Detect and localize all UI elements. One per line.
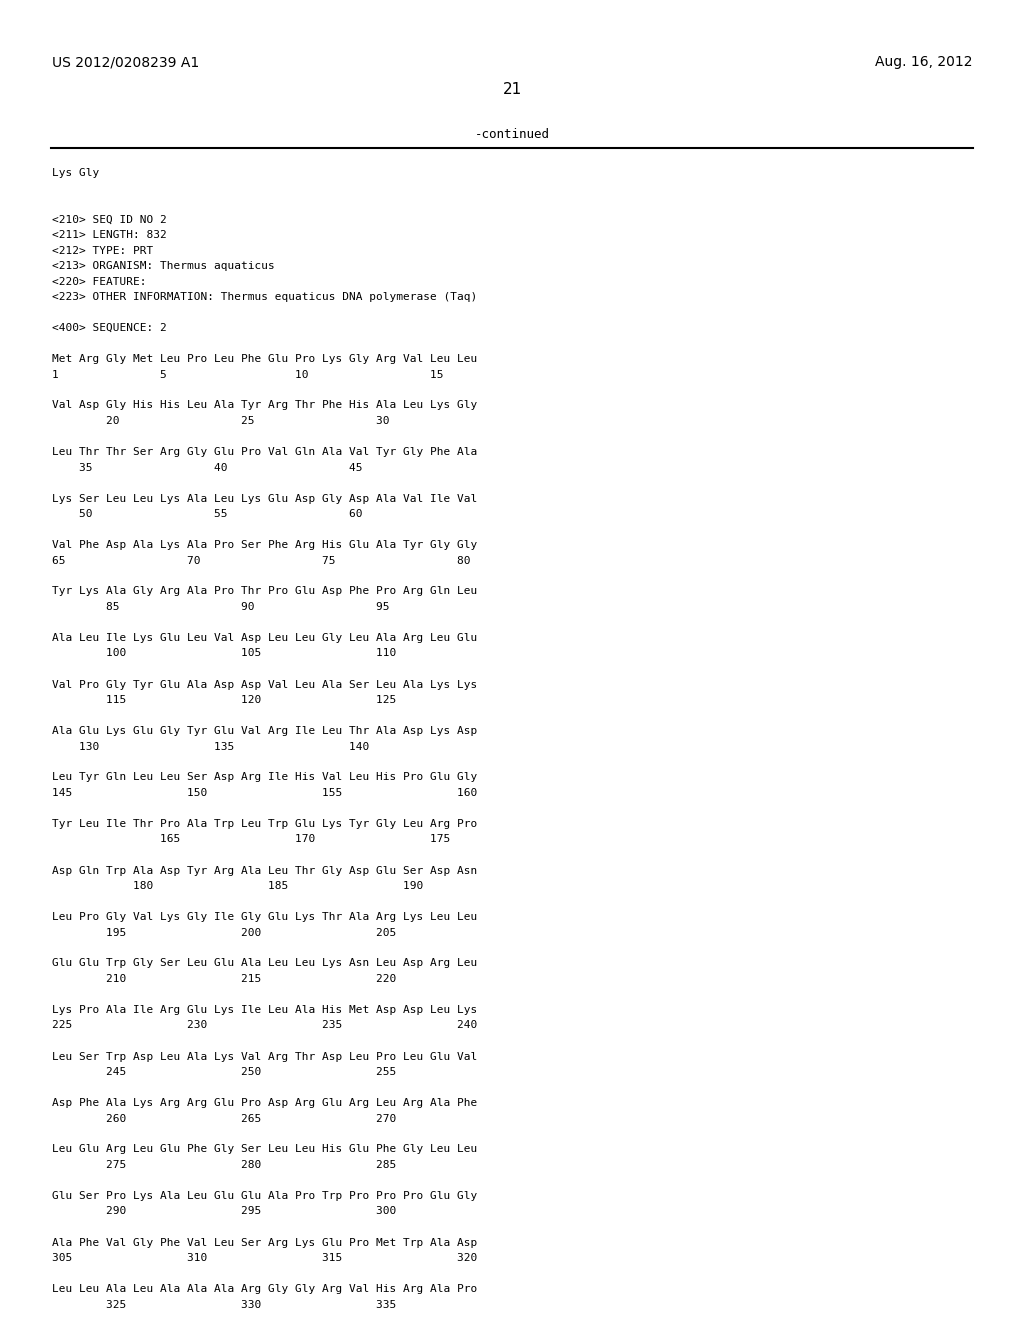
Text: 165                 170                 175: 165 170 175 — [52, 834, 451, 845]
Text: Val Pro Gly Tyr Glu Ala Asp Asp Val Leu Ala Ser Leu Ala Lys Lys: Val Pro Gly Tyr Glu Ala Asp Asp Val Leu … — [52, 680, 477, 689]
Text: 210                 215                 220: 210 215 220 — [52, 974, 396, 983]
Text: Met Arg Gly Met Leu Pro Leu Phe Glu Pro Lys Gly Arg Val Leu Leu: Met Arg Gly Met Leu Pro Leu Phe Glu Pro … — [52, 354, 477, 364]
Text: Leu Thr Thr Ser Arg Gly Glu Pro Val Gln Ala Val Tyr Gly Phe Ala: Leu Thr Thr Ser Arg Gly Glu Pro Val Gln … — [52, 447, 477, 457]
Text: <220> FEATURE:: <220> FEATURE: — [52, 276, 146, 286]
Text: 275                 280                 285: 275 280 285 — [52, 1160, 396, 1170]
Text: 100                 105                 110: 100 105 110 — [52, 648, 396, 659]
Text: 21: 21 — [503, 82, 521, 96]
Text: <223> OTHER INFORMATION: Thermus equaticus DNA polymerase (Taq): <223> OTHER INFORMATION: Thermus equatic… — [52, 292, 477, 302]
Text: 325                 330                 335: 325 330 335 — [52, 1299, 396, 1309]
Text: 65                  70                  75                  80: 65 70 75 80 — [52, 556, 470, 565]
Text: 35                  40                  45: 35 40 45 — [52, 462, 362, 473]
Text: 180                 185                 190: 180 185 190 — [52, 880, 423, 891]
Text: US 2012/0208239 A1: US 2012/0208239 A1 — [52, 55, 200, 69]
Text: 290                 295                 300: 290 295 300 — [52, 1206, 396, 1217]
Text: -continued: -continued — [474, 128, 550, 141]
Text: Asp Gln Trp Ala Asp Tyr Arg Ala Leu Thr Gly Asp Glu Ser Asp Asn: Asp Gln Trp Ala Asp Tyr Arg Ala Leu Thr … — [52, 866, 477, 875]
Text: Leu Ser Trp Asp Leu Ala Lys Val Arg Thr Asp Leu Pro Leu Glu Val: Leu Ser Trp Asp Leu Ala Lys Val Arg Thr … — [52, 1052, 477, 1061]
Text: 305                 310                 315                 320: 305 310 315 320 — [52, 1253, 477, 1263]
Text: Val Asp Gly His His Leu Ala Tyr Arg Thr Phe His Ala Leu Lys Gly: Val Asp Gly His His Leu Ala Tyr Arg Thr … — [52, 400, 477, 411]
Text: Lys Ser Leu Leu Lys Ala Leu Lys Glu Asp Gly Asp Ala Val Ile Val: Lys Ser Leu Leu Lys Ala Leu Lys Glu Asp … — [52, 494, 477, 503]
Text: Tyr Leu Ile Thr Pro Ala Trp Leu Trp Glu Lys Tyr Gly Leu Arg Pro: Tyr Leu Ile Thr Pro Ala Trp Leu Trp Glu … — [52, 818, 477, 829]
Text: 1               5                   10                  15: 1 5 10 15 — [52, 370, 443, 380]
Text: Glu Ser Pro Lys Ala Leu Glu Glu Ala Pro Trp Pro Pro Pro Glu Gly: Glu Ser Pro Lys Ala Leu Glu Glu Ala Pro … — [52, 1191, 477, 1201]
Text: <400> SEQUENCE: 2: <400> SEQUENCE: 2 — [52, 323, 167, 333]
Text: 260                 265                 270: 260 265 270 — [52, 1114, 396, 1123]
Text: 50                  55                  60: 50 55 60 — [52, 510, 362, 519]
Text: Leu Leu Ala Leu Ala Ala Ala Arg Gly Gly Arg Val His Arg Ala Pro: Leu Leu Ala Leu Ala Ala Ala Arg Gly Gly … — [52, 1284, 477, 1294]
Text: Val Phe Asp Ala Lys Ala Pro Ser Phe Arg His Glu Ala Tyr Gly Gly: Val Phe Asp Ala Lys Ala Pro Ser Phe Arg … — [52, 540, 477, 550]
Text: Leu Glu Arg Leu Glu Phe Gly Ser Leu Leu His Glu Phe Gly Leu Leu: Leu Glu Arg Leu Glu Phe Gly Ser Leu Leu … — [52, 1144, 477, 1155]
Text: 130                 135                 140: 130 135 140 — [52, 742, 370, 751]
Text: 85                  90                  95: 85 90 95 — [52, 602, 389, 612]
Text: 195                 200                 205: 195 200 205 — [52, 928, 396, 937]
Text: 20                  25                  30: 20 25 30 — [52, 416, 389, 426]
Text: Leu Pro Gly Val Lys Gly Ile Gly Glu Lys Thr Ala Arg Lys Leu Leu: Leu Pro Gly Val Lys Gly Ile Gly Glu Lys … — [52, 912, 477, 921]
Text: <212> TYPE: PRT: <212> TYPE: PRT — [52, 246, 154, 256]
Text: Lys Gly: Lys Gly — [52, 168, 99, 178]
Text: <213> ORGANISM: Thermus aquaticus: <213> ORGANISM: Thermus aquaticus — [52, 261, 274, 271]
Text: Leu Tyr Gln Leu Leu Ser Asp Arg Ile His Val Leu His Pro Glu Gly: Leu Tyr Gln Leu Leu Ser Asp Arg Ile His … — [52, 772, 477, 783]
Text: 115                 120                 125: 115 120 125 — [52, 696, 396, 705]
Text: 145                 150                 155                 160: 145 150 155 160 — [52, 788, 477, 799]
Text: 225                 230                 235                 240: 225 230 235 240 — [52, 1020, 477, 1031]
Text: Glu Glu Trp Gly Ser Leu Glu Ala Leu Leu Lys Asn Leu Asp Arg Leu: Glu Glu Trp Gly Ser Leu Glu Ala Leu Leu … — [52, 958, 477, 969]
Text: <210> SEQ ID NO 2: <210> SEQ ID NO 2 — [52, 214, 167, 224]
Text: Tyr Lys Ala Gly Arg Ala Pro Thr Pro Glu Asp Phe Pro Arg Gln Leu: Tyr Lys Ala Gly Arg Ala Pro Thr Pro Glu … — [52, 586, 477, 597]
Text: Aug. 16, 2012: Aug. 16, 2012 — [874, 55, 972, 69]
Text: 245                 250                 255: 245 250 255 — [52, 1067, 396, 1077]
Text: Ala Leu Ile Lys Glu Leu Val Asp Leu Leu Gly Leu Ala Arg Leu Glu: Ala Leu Ile Lys Glu Leu Val Asp Leu Leu … — [52, 634, 477, 643]
Text: Ala Phe Val Gly Phe Val Leu Ser Arg Lys Glu Pro Met Trp Ala Asp: Ala Phe Val Gly Phe Val Leu Ser Arg Lys … — [52, 1238, 477, 1247]
Text: Asp Phe Ala Lys Arg Arg Glu Pro Asp Arg Glu Arg Leu Arg Ala Phe: Asp Phe Ala Lys Arg Arg Glu Pro Asp Arg … — [52, 1098, 477, 1107]
Text: <211> LENGTH: 832: <211> LENGTH: 832 — [52, 230, 167, 240]
Text: Ala Glu Lys Glu Gly Tyr Glu Val Arg Ile Leu Thr Ala Asp Lys Asp: Ala Glu Lys Glu Gly Tyr Glu Val Arg Ile … — [52, 726, 477, 737]
Text: Lys Pro Ala Ile Arg Glu Lys Ile Leu Ala His Met Asp Asp Leu Lys: Lys Pro Ala Ile Arg Glu Lys Ile Leu Ala … — [52, 1005, 477, 1015]
